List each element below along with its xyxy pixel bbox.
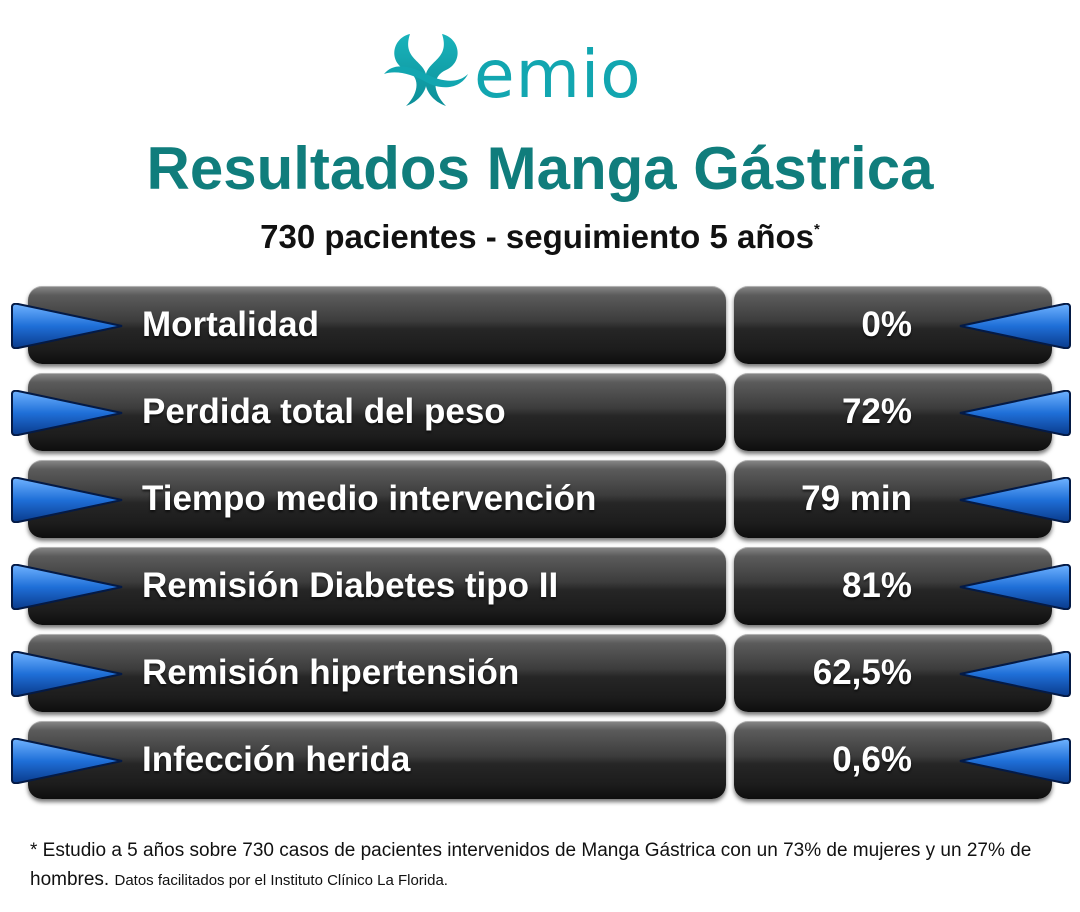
row-value: 79 min xyxy=(801,479,912,518)
result-row-mortalidad: Mortalidad 0% xyxy=(0,286,1080,366)
label-bar xyxy=(28,460,726,538)
row-value: 81% xyxy=(841,566,912,605)
arrow-left-icon xyxy=(959,564,1071,610)
result-row-infeccion-herida: Infección herida 0,6% xyxy=(0,721,1080,801)
arrow-right-icon xyxy=(11,303,123,349)
result-row-perdida-peso: Perdida total del peso 72% xyxy=(0,373,1080,453)
row-value: 62,5% xyxy=(812,653,912,692)
row-label: Remisión hipertensión xyxy=(142,653,520,692)
hemio-logo-mark-icon xyxy=(384,34,468,106)
row-label: Perdida total del peso xyxy=(142,392,506,431)
row-label: Infección herida xyxy=(142,740,411,779)
subtitle-text: 730 pacientes - seguimiento 5 años xyxy=(260,218,815,255)
result-row-tiempo-medio: Tiempo medio intervención 79 min xyxy=(0,460,1080,540)
arrow-right-icon xyxy=(11,651,123,697)
result-row-remision-diabetes: Remisión Diabetes tipo II 81% xyxy=(0,547,1080,627)
label-bar xyxy=(28,373,726,451)
arrow-left-icon xyxy=(959,738,1071,784)
label-bar xyxy=(28,547,726,625)
arrow-left-icon xyxy=(959,390,1071,436)
arrow-left-icon xyxy=(959,303,1071,349)
row-label: Remisión Diabetes tipo II xyxy=(142,566,559,605)
footnote-main: * Estudio a 5 años sobre 730 casos de pa… xyxy=(30,840,1032,890)
row-value: 0,6% xyxy=(832,740,912,779)
logo-wordmark: emio xyxy=(474,36,642,113)
label-bar xyxy=(28,634,726,712)
row-value: 0% xyxy=(861,305,912,344)
arrow-left-icon xyxy=(959,477,1071,523)
arrow-right-icon xyxy=(11,738,123,784)
arrow-right-icon xyxy=(11,564,123,610)
arrow-left-icon xyxy=(959,651,1071,697)
hemio-logo: emio xyxy=(380,28,700,118)
page-subtitle: 730 pacientes - seguimiento 5 años* xyxy=(0,208,1080,259)
subtitle-footnote-marker: * xyxy=(814,221,820,238)
arrow-right-icon xyxy=(11,390,123,436)
row-label: Mortalidad xyxy=(142,305,319,344)
row-value: 72% xyxy=(841,392,912,431)
label-bar xyxy=(28,286,726,364)
page-title: Resultados Manga Gástrica xyxy=(146,135,934,202)
result-row-remision-hipertension: Remisión hipertensión 62,5% xyxy=(0,634,1080,714)
footnote: * Estudio a 5 años sobre 730 casos de pa… xyxy=(30,836,1070,895)
label-bar xyxy=(28,721,726,799)
arrow-right-icon xyxy=(11,477,123,523)
row-label: Tiempo medio intervención xyxy=(142,479,597,518)
footnote-source: Datos facilitados por el Instituto Clíni… xyxy=(114,872,448,889)
